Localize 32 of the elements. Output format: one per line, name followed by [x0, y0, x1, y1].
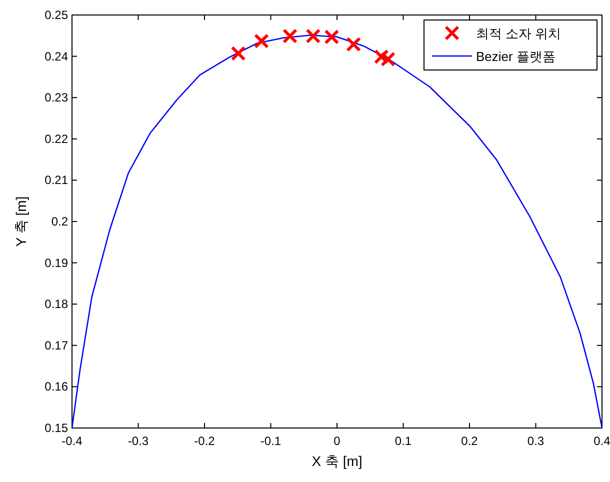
y-tick-label: 0.22: [44, 132, 68, 146]
y-tick-label: 0.17: [44, 338, 68, 352]
y-tick-label: 0.25: [44, 8, 68, 22]
y-tick-label: 0.16: [44, 380, 68, 394]
x-tick-label: -0.2: [194, 434, 216, 448]
point: [324, 29, 340, 44]
x-tick-label: 0.1: [394, 434, 412, 448]
x-tick-label: 0.3: [527, 434, 544, 448]
y-tick-label: 0.2: [51, 214, 68, 228]
y-tick-label: 0.23: [44, 90, 68, 105]
point: [230, 46, 246, 61]
point: [380, 52, 396, 67]
y-axis-title: Y 축 [m]: [13, 196, 29, 247]
x-tick-label: 0: [334, 434, 341, 448]
y-tick-label: 0.21: [44, 173, 68, 188]
x-tick-label: 0.2: [461, 434, 478, 448]
x-tick-label: -0.1: [260, 434, 282, 448]
point: [374, 49, 389, 64]
x-tick-label: -0.3: [128, 434, 149, 448]
point: [306, 28, 321, 44]
legend-label: 최적 소자 위치: [476, 26, 562, 41]
point: [346, 36, 362, 52]
y-tick-label: 0.18: [44, 297, 68, 312]
legend-label: Bezier 플랫폼: [476, 49, 556, 64]
point: [254, 34, 269, 49]
point: [282, 28, 298, 44]
x-axis-title: X 축 [m]: [312, 453, 362, 469]
x-tick-label: -0.4: [62, 434, 83, 448]
y-tick-label: 0.15: [44, 421, 68, 435]
y-tick-label: 0.24: [44, 49, 68, 64]
y-tick-label: 0.19: [44, 256, 68, 270]
x-tick-label: 0.4: [594, 434, 610, 448]
